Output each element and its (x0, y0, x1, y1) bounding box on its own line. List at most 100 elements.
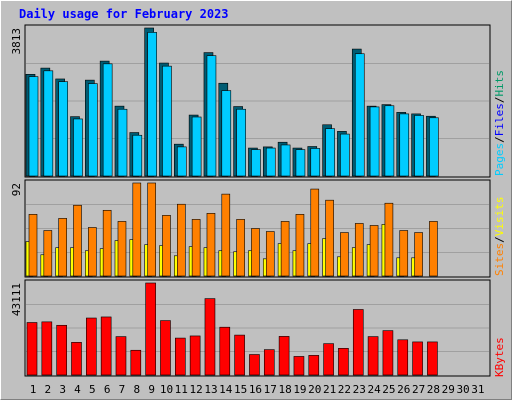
x-tick-label: 28 (427, 383, 440, 396)
bar-sites-day-5 (88, 227, 97, 277)
bar-pages-day-25 (384, 105, 395, 177)
bar-sites-day-7 (117, 221, 127, 277)
legend-files: Files (493, 103, 506, 136)
panel-visits: 92 Sites/Visits (10, 179, 506, 278)
bar-kbytes-day-16 (249, 354, 260, 376)
x-tick-label: 16 (249, 383, 262, 396)
bar-pages-day-22 (340, 133, 350, 177)
bar-pages-day-1 (28, 76, 39, 177)
bar-kbytes-day-10 (160, 320, 171, 376)
x-tick-label: 24 (367, 383, 381, 396)
bar-pages-day-18 (280, 144, 291, 177)
bar-kbytes-day-6 (100, 316, 112, 376)
bar-pages-day-17 (265, 147, 276, 177)
bar-pages-day-23 (354, 53, 365, 177)
panel-kbytes-series-label: KBytes (493, 337, 506, 377)
bar-sites-day-1 (28, 214, 38, 277)
bar-kbytes-day-4 (71, 342, 82, 376)
x-tick-label: 3 (59, 383, 66, 396)
bar-kbytes-day-1 (26, 322, 38, 376)
bar-pages-day-11 (177, 146, 187, 177)
bar-sites-day-26 (399, 230, 409, 277)
bar-kbytes-day-27 (412, 341, 423, 376)
bar-sites-day-4 (73, 204, 82, 277)
bar-sites-day-16 (251, 228, 260, 277)
bar-sites-day-14 (221, 193, 231, 277)
x-tick-label: 5 (89, 383, 96, 396)
x-tick-label: 1 (30, 383, 37, 396)
x-tick-label: 17 (264, 383, 277, 396)
x-tick-label: 22 (338, 383, 351, 396)
bar-sites-day-10 (162, 215, 171, 277)
bar-kbytes-day-15 (234, 334, 245, 376)
bar-kbytes-day-23 (352, 309, 364, 376)
bar-sites-day-9 (147, 182, 156, 277)
legend-sites: Sites (493, 243, 506, 276)
bar-kbytes-day-26 (397, 339, 409, 376)
bar-sites-day-27 (414, 232, 423, 277)
bar-kbytes-day-5 (86, 317, 97, 376)
bar-sites-day-17 (265, 231, 275, 277)
bar-pages-day-4 (73, 118, 83, 177)
x-tick-label: 7 (119, 383, 126, 396)
bar-kbytes-day-13 (204, 298, 216, 376)
bar-kbytes-day-18 (278, 336, 290, 376)
bar-pages-day-14 (221, 90, 232, 177)
x-tick-label: 29 (442, 383, 455, 396)
legend-sep-3: / (493, 236, 506, 243)
bar-sites-day-6 (102, 209, 112, 277)
bar-kbytes-day-21 (323, 343, 334, 376)
panel-hits-max-label: 3813 (10, 28, 23, 55)
panel-hits: 3813 Pages/Files/Hits (10, 24, 506, 178)
x-tick-label: 8 (133, 383, 140, 396)
bar-pages-day-7 (117, 108, 128, 177)
chart-title: Daily usage for February 2023 (19, 7, 229, 21)
legend-pages: Pages (493, 143, 506, 176)
bar-sites-day-19 (295, 214, 305, 277)
bar-kbytes-day-11 (175, 337, 186, 376)
bar-sites-day-21 (325, 199, 334, 277)
legend-sep-1: / (493, 136, 506, 143)
x-tick-label: 27 (412, 383, 425, 396)
panel-visits-series-label: Sites/Visits (493, 197, 506, 277)
bar-kbytes-day-3 (56, 324, 67, 376)
legend-visits: Visits (493, 197, 506, 237)
bar-pages-day-16 (251, 149, 261, 177)
bar-kbytes-day-12 (189, 335, 201, 376)
bar-kbytes-day-19 (293, 356, 305, 376)
x-tick-label: 30 (456, 383, 469, 396)
panel-kbytes: 43111 KBytes (10, 279, 506, 377)
bar-sites-day-2 (43, 230, 53, 277)
x-tick-label: 14 (219, 383, 233, 396)
bar-kbytes-day-2 (41, 321, 53, 376)
bar-sites-day-18 (280, 221, 290, 277)
bar-pages-day-19 (295, 149, 306, 177)
x-tick-label: 31 (471, 383, 484, 396)
bar-kbytes-day-8 (130, 349, 142, 376)
panel-visits-max-label: 92 (10, 183, 23, 196)
x-tick-label: 9 (148, 383, 155, 396)
bar-pages-day-24 (369, 106, 380, 177)
x-tick-label: 12 (190, 383, 203, 396)
panel-kbytes-max-label: 43111 (10, 283, 23, 316)
bar-kbytes-day-17 (263, 349, 275, 376)
bar-pages-day-27 (414, 115, 424, 177)
legend-kbytes: KBytes (493, 337, 506, 377)
x-tick-label: 20 (308, 383, 321, 396)
bar-sites-day-8 (132, 182, 142, 277)
bar-sites-day-3 (58, 218, 67, 277)
x-tick-label: 11 (175, 383, 188, 396)
bar-pages-day-15 (236, 108, 246, 177)
bar-pages-day-28 (429, 117, 439, 177)
x-tick-label: 6 (104, 383, 111, 396)
bar-kbytes-day-7 (115, 336, 127, 376)
bar-kbytes-day-20 (308, 355, 320, 376)
bar-kbytes-day-25 (382, 330, 394, 376)
bar-pages-day-13 (206, 55, 217, 177)
x-tick-label: 23 (353, 383, 366, 396)
bar-sites-day-24 (369, 225, 379, 277)
legend-sep-2: / (493, 97, 506, 104)
bar-sites-day-12 (191, 219, 201, 277)
legend-hits: Hits (493, 70, 506, 97)
